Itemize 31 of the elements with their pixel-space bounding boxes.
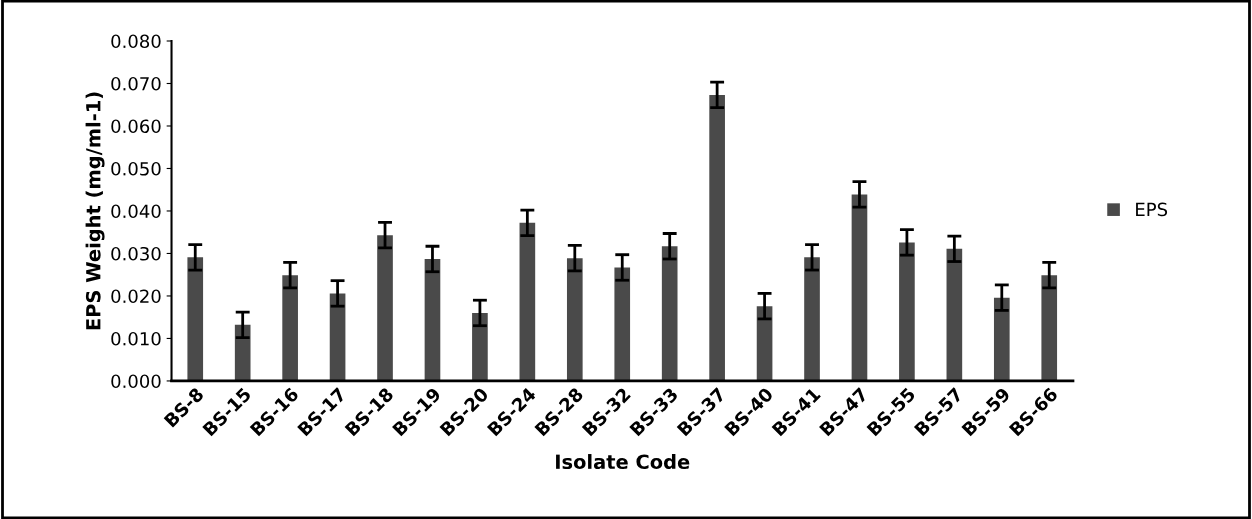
bar xyxy=(804,257,820,381)
bar xyxy=(424,258,441,381)
y-tick-label: 0.030 xyxy=(111,246,161,261)
y-tick-label: 0.010 xyxy=(111,331,161,346)
bar xyxy=(946,248,963,381)
legend-label: EPS xyxy=(1136,202,1168,217)
bar xyxy=(993,297,1010,381)
bar xyxy=(756,306,773,381)
bar xyxy=(614,267,631,381)
bar xyxy=(899,242,915,381)
bar xyxy=(377,235,393,381)
x-axis-title: Isolate Code xyxy=(556,454,690,470)
bar xyxy=(709,94,725,381)
y-tick-label: 0.000 xyxy=(111,374,161,389)
y-tick-label: 0.060 xyxy=(111,119,161,134)
bar xyxy=(661,246,678,381)
bar xyxy=(282,275,298,381)
bar xyxy=(234,324,251,381)
y-tick-label: 0.050 xyxy=(111,161,161,176)
y-tick-label: 0.070 xyxy=(111,76,161,91)
bar xyxy=(566,258,583,381)
y-axis-title: EPS Weight (mg/ml-1) xyxy=(85,92,105,330)
y-tick-label: 0.080 xyxy=(111,34,161,49)
bar xyxy=(329,293,346,381)
bar xyxy=(1041,275,1058,381)
bar xyxy=(519,222,536,381)
y-tick-label: 0.040 xyxy=(111,204,161,219)
bar xyxy=(472,312,488,381)
bar xyxy=(851,194,868,381)
bar xyxy=(187,257,204,381)
y-tick-label: 0.020 xyxy=(111,289,161,304)
